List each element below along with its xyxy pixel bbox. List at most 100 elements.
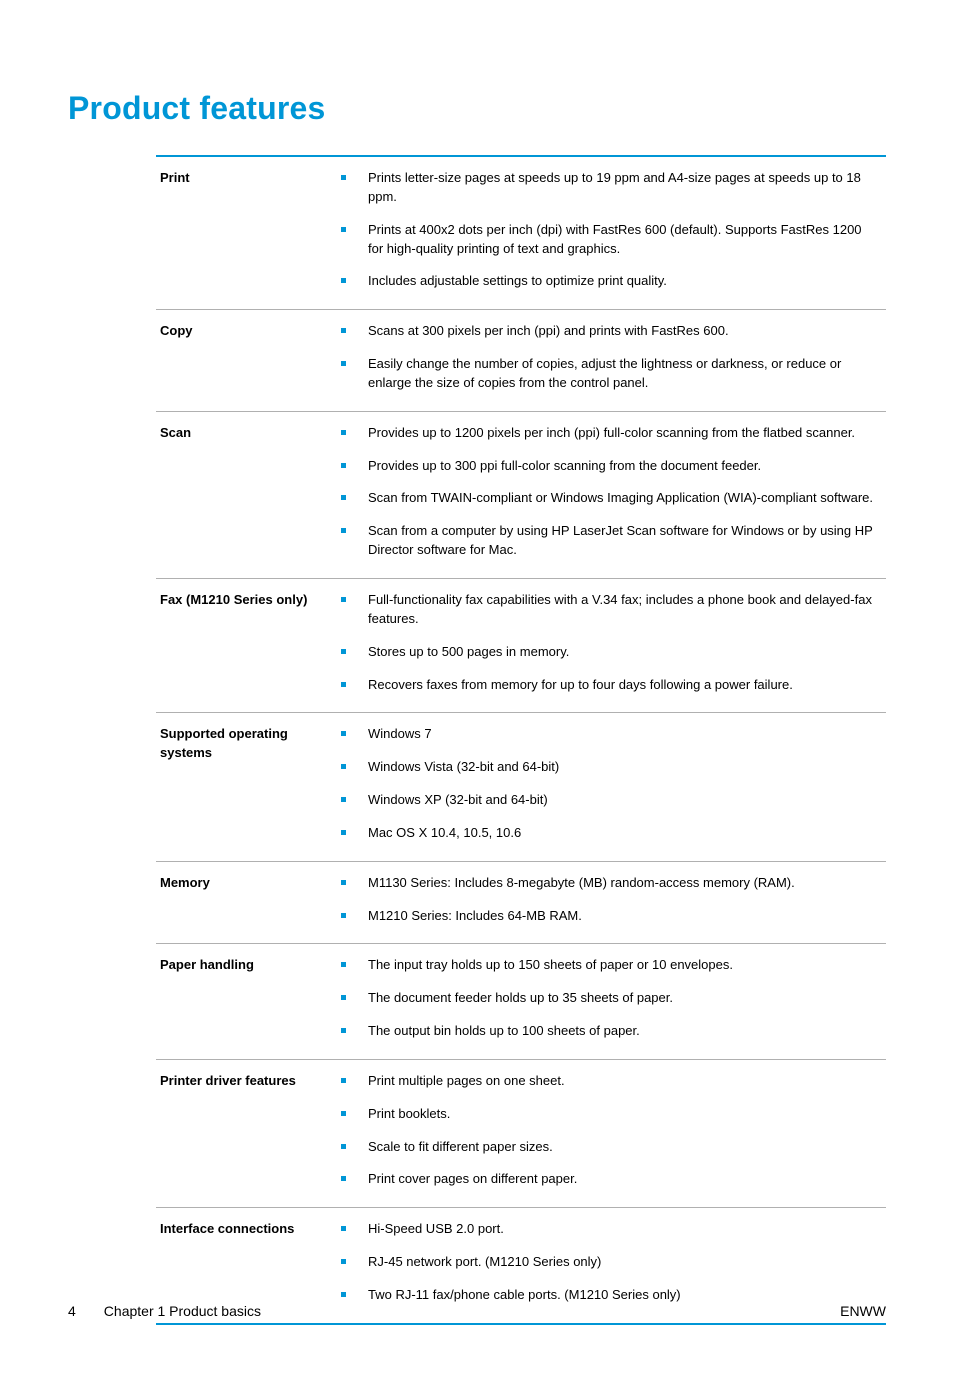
list-item: Scan from TWAIN-compliant or Windows Ima… — [341, 485, 880, 518]
bullet-icon — [341, 227, 346, 232]
item-text: Recovers faxes from memory for up to fou… — [368, 676, 880, 695]
list-item: Provides up to 1200 pixels per inch (ppi… — [341, 420, 880, 453]
list-item: Print booklets. — [341, 1101, 880, 1134]
bullet-icon — [341, 880, 346, 885]
item-text: RJ-45 network port. (M1210 Series only) — [368, 1253, 880, 1272]
bullet-icon — [341, 1176, 346, 1181]
bullet-icon — [341, 797, 346, 802]
bullet-icon — [341, 731, 346, 736]
list-item: The output bin holds up to 100 sheets of… — [341, 1018, 880, 1051]
chapter-label: Chapter 1 Product basics — [104, 1303, 261, 1319]
page-title: Product features — [68, 90, 886, 127]
bullet-icon — [341, 1292, 346, 1297]
bullet-icon — [341, 913, 346, 918]
row-label: Copy — [156, 314, 341, 407]
item-text: Print booklets. — [368, 1105, 880, 1124]
item-text: Print cover pages on different paper. — [368, 1170, 880, 1189]
bullet-icon — [341, 495, 346, 500]
list-item: RJ-45 network port. (M1210 Series only) — [341, 1249, 880, 1282]
row-label: Fax (M1210 Series only) — [156, 583, 341, 708]
list-item: The input tray holds up to 150 sheets of… — [341, 952, 880, 985]
row-items: Windows 7 Windows Vista (32-bit and 64-bi… — [341, 717, 886, 856]
table-row: Fax (M1210 Series only) Full-functionalit… — [156, 579, 886, 713]
bullet-icon — [341, 597, 346, 602]
item-text: Provides up to 1200 pixels per inch (ppi… — [368, 424, 880, 443]
table-row: Supported operating systemsWindows 7Wind… — [156, 713, 886, 861]
item-text: Includes adjustable settings to optimize… — [368, 272, 880, 291]
row-items: Print multiple pages on one sheet. Print … — [341, 1064, 886, 1203]
footer-right: ENWW — [840, 1303, 886, 1319]
bullet-icon — [341, 962, 346, 967]
footer-left: 4 Chapter 1 Product basics — [68, 1303, 261, 1319]
bullet-icon — [341, 1259, 346, 1264]
item-text: Windows Vista (32-bit and 64-bit) — [368, 758, 880, 777]
row-label: Scan — [156, 416, 341, 574]
item-text: Scan from a computer by using HP LaserJe… — [368, 522, 880, 560]
list-item: Hi-Speed USB 2.0 port. — [341, 1216, 880, 1249]
features-table: Print Prints letter-size pages at speeds … — [156, 155, 886, 1325]
item-text: Scans at 300 pixels per inch (ppi) and p… — [368, 322, 880, 341]
bullet-icon — [341, 649, 346, 654]
bullet-icon — [341, 1078, 346, 1083]
row-label: Memory — [156, 866, 341, 940]
bullet-icon — [341, 1144, 346, 1149]
row-items: Scans at 300 pixels per inch (ppi) and p… — [341, 314, 886, 407]
bullet-icon — [341, 430, 346, 435]
bullet-icon — [341, 528, 346, 533]
table-row: Paper handling The input tray holds up to… — [156, 944, 886, 1060]
list-item: Includes adjustable settings to optimize… — [341, 268, 880, 301]
list-item: M1210 Series: Includes 64-MB RAM. — [341, 903, 880, 936]
item-text: Prints letter-size pages at speeds up to… — [368, 169, 880, 207]
list-item: Stores up to 500 pages in memory. — [341, 639, 880, 672]
item-text: Provides up to 300 ppi full-color scanni… — [368, 457, 880, 476]
list-item: Print multiple pages on one sheet. — [341, 1068, 880, 1101]
list-item: Provides up to 300 ppi full-color scanni… — [341, 453, 880, 486]
page-number: 4 — [68, 1303, 76, 1319]
item-text: The input tray holds up to 150 sheets of… — [368, 956, 880, 975]
document-page: Product features Print Prints letter-size… — [0, 0, 954, 1375]
row-items: Full-functionality fax capabilities with… — [341, 583, 886, 708]
item-text: Stores up to 500 pages in memory. — [368, 643, 880, 662]
row-items: Provides up to 1200 pixels per inch (ppi… — [341, 416, 886, 574]
bullet-icon — [341, 995, 346, 1000]
item-text: Windows 7 — [368, 725, 880, 744]
bullet-icon — [341, 1111, 346, 1116]
list-item: Mac OS X 10.4, 10.5, 10.6 — [341, 820, 880, 853]
list-item: Windows 7 — [341, 721, 880, 754]
item-text: M1130 Series: Includes 8-megabyte (MB) r… — [368, 874, 880, 893]
list-item: Windows XP (32-bit and 64-bit) — [341, 787, 880, 820]
item-text: M1210 Series: Includes 64-MB RAM. — [368, 907, 880, 926]
bullet-icon — [341, 328, 346, 333]
bullet-icon — [341, 463, 346, 468]
row-items: Prints letter-size pages at speeds up to… — [341, 161, 886, 305]
bullet-icon — [341, 830, 346, 835]
item-text: Print multiple pages on one sheet. — [368, 1072, 880, 1091]
bullet-icon — [341, 175, 346, 180]
table-row: Memory M1130 Series: Includes 8-megabyte … — [156, 862, 886, 945]
row-items: M1130 Series: Includes 8-megabyte (MB) r… — [341, 866, 886, 940]
row-label: Printer driver features — [156, 1064, 341, 1203]
row-label: Print — [156, 161, 341, 305]
bullet-icon — [341, 1226, 346, 1231]
row-label: Paper handling — [156, 948, 341, 1055]
list-item: Scan from a computer by using HP LaserJe… — [341, 518, 880, 570]
item-text: Full-functionality fax capabilities with… — [368, 591, 880, 629]
list-item: Windows Vista (32-bit and 64-bit) — [341, 754, 880, 787]
list-item: Easily change the number of copies, adju… — [341, 351, 880, 403]
item-text: The document feeder holds up to 35 sheet… — [368, 989, 880, 1008]
list-item: Prints at 400x2 dots per inch (dpi) with… — [341, 217, 880, 269]
item-text: Mac OS X 10.4, 10.5, 10.6 — [368, 824, 880, 843]
bullet-icon — [341, 361, 346, 366]
bullet-icon — [341, 278, 346, 283]
table-row: Printer driver featuresPrint multiple pa… — [156, 1060, 886, 1208]
list-item: The document feeder holds up to 35 sheet… — [341, 985, 880, 1018]
list-item: Scans at 300 pixels per inch (ppi) and p… — [341, 318, 880, 351]
page-footer: 4 Chapter 1 Product basics ENWW — [68, 1303, 886, 1319]
bullet-icon — [341, 682, 346, 687]
item-text: Hi-Speed USB 2.0 port. — [368, 1220, 880, 1239]
row-label: Supported operating systems — [156, 717, 341, 856]
item-text: Windows XP (32-bit and 64-bit) — [368, 791, 880, 810]
list-item: Recovers faxes from memory for up to fou… — [341, 672, 880, 705]
item-text: Prints at 400x2 dots per inch (dpi) with… — [368, 221, 880, 259]
row-items: The input tray holds up to 150 sheets of… — [341, 948, 886, 1055]
